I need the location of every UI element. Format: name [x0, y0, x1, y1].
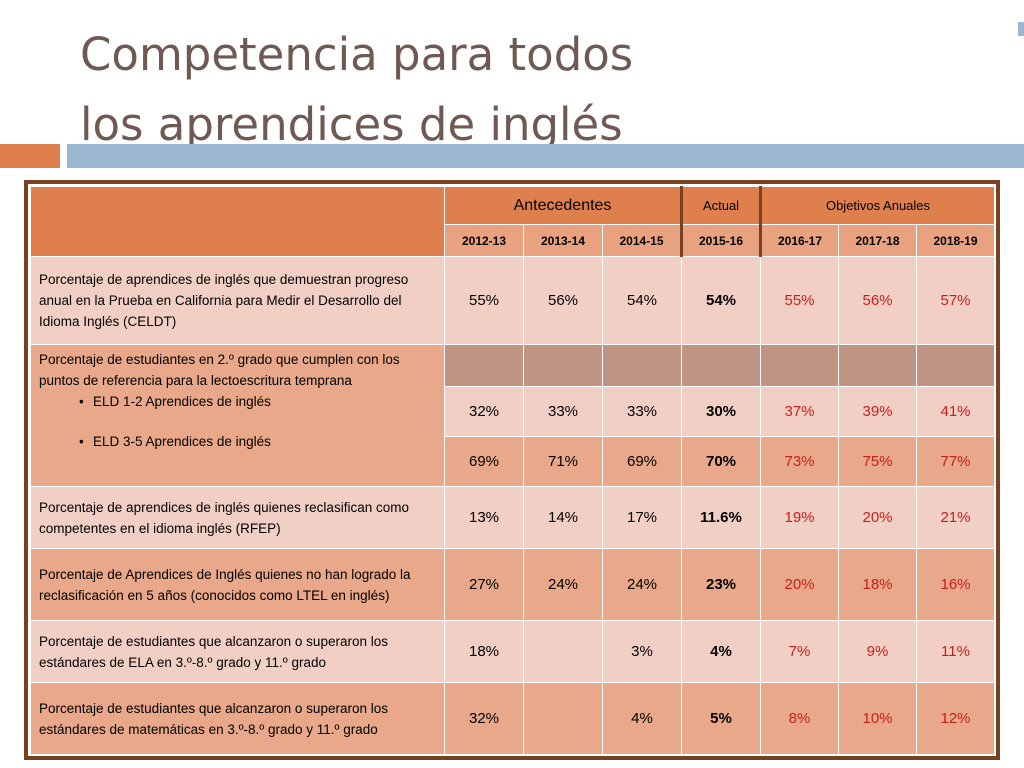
goal-value-cell: 73%	[760, 436, 840, 487]
empty-cell	[916, 344, 996, 387]
row-description: Porcentaje de aprendices de inglés quien…	[30, 486, 445, 549]
goal-value-cell: 8%	[760, 682, 840, 755]
year-header: 2018-19	[916, 224, 996, 257]
header-antecedentes: Antecedentes	[443, 186, 683, 225]
slide-title-line-2: los aprendices de inglés	[80, 98, 623, 151]
empty-cell	[444, 344, 524, 387]
value-cell: 69%	[601, 436, 683, 487]
goal-value-cell: 16%	[916, 548, 996, 621]
empty-cell	[601, 344, 683, 387]
goal-value-cell: 7%	[760, 620, 840, 683]
goal-value-cell: 11%	[916, 620, 996, 683]
empty-cell	[838, 344, 918, 387]
table-row: Porcentaje de estudiantes que alcanzaron…	[30, 682, 996, 755]
goal-value-cell: 20%	[838, 486, 918, 549]
empty-cell	[523, 344, 603, 387]
year-header: 2013-14	[523, 224, 603, 257]
goal-value-cell: 56%	[838, 256, 918, 345]
value-cell: 13%	[444, 486, 524, 549]
value-cell: 3%	[601, 620, 683, 683]
value-cell	[523, 682, 603, 755]
year-header: 2016-17	[759, 224, 840, 257]
slide-title: Competencia para todos los aprendices de…	[80, 20, 633, 160]
actual-value-cell: 70%	[681, 436, 762, 487]
header-objetivos: Objetivos Anuales	[759, 186, 996, 225]
bullet-item: ELD 3-5 Aprendices de inglés	[39, 431, 438, 452]
row-description: Porcentaje de Aprendices de Inglés quien…	[30, 548, 445, 621]
actual-value-cell: 4%	[681, 620, 762, 683]
actual-value-cell: 30%	[681, 386, 762, 437]
goals-table: Antecedentes Actual Objetivos Anuales 20…	[30, 186, 996, 755]
goal-value-cell: 39%	[838, 386, 918, 437]
goal-value-cell: 77%	[916, 436, 996, 487]
value-cell: 32%	[444, 386, 524, 437]
value-cell: 18%	[444, 620, 524, 683]
year-header: 2015-16	[680, 224, 762, 257]
slide-title-line-1: Competencia para todos	[80, 28, 634, 81]
value-cell: 33%	[601, 386, 683, 437]
table-row: Porcentaje de estudiantes en 2.º grado q…	[30, 344, 996, 487]
goal-value-cell: 57%	[916, 256, 996, 345]
table-row: Porcentaje de Aprendices de Inglés quien…	[30, 548, 996, 621]
table-row: 69% 71% 69% 70% 73% 75% 77%	[31, 436, 996, 487]
decorative-orange-bar	[0, 144, 60, 168]
empty-cell	[681, 344, 762, 387]
actual-value-cell: 11.6%	[681, 486, 762, 549]
goal-value-cell: 10%	[838, 682, 918, 755]
value-cell	[523, 620, 603, 683]
year-header: 2017-18	[838, 224, 918, 257]
goal-value-cell: 37%	[760, 386, 840, 437]
goal-value-cell: 12%	[916, 682, 996, 755]
row-description: Porcentaje de estudiantes que alcanzaron…	[30, 620, 445, 683]
row-description: Porcentaje de estudiantes que alcanzaron…	[30, 682, 445, 755]
actual-value-cell: 54%	[681, 256, 762, 345]
value-cell: 56%	[523, 256, 603, 345]
empty-cell	[760, 344, 840, 387]
value-cell: 27%	[444, 548, 524, 621]
value-cell: 69%	[444, 436, 524, 487]
value-cell: 24%	[601, 548, 683, 621]
value-cell: 4%	[601, 682, 683, 755]
goal-value-cell: 9%	[838, 620, 918, 683]
value-cell: 71%	[523, 436, 603, 487]
header-row-years: 2012-13 2013-14 2014-15 2015-16 2016-17 …	[31, 224, 996, 257]
row-description-block: Porcentaje de estudiantes en 2.º grado q…	[30, 344, 445, 487]
value-cell: 24%	[523, 548, 603, 621]
value-cell: 54%	[601, 256, 683, 345]
row-description: Porcentaje de aprendices de inglés que d…	[30, 256, 445, 345]
row-description: Porcentaje de estudiantes en 2.º grado q…	[39, 352, 400, 388]
value-cell: 55%	[444, 256, 524, 345]
header-row-groups: Antecedentes Actual Objetivos Anuales	[30, 186, 996, 257]
actual-value-cell: 23%	[681, 548, 762, 621]
decorative-blue-bar	[67, 144, 1024, 168]
goal-value-cell: 75%	[838, 436, 918, 487]
table-row: Porcentaje de aprendices de inglés quien…	[30, 486, 996, 549]
goal-value-cell: 19%	[760, 486, 840, 549]
value-cell: 32%	[444, 682, 524, 755]
actual-value-cell: 5%	[681, 682, 762, 755]
goal-value-cell: 41%	[916, 386, 996, 437]
value-cell: 17%	[601, 486, 683, 549]
bullet-item: ELD 1-2 Aprendices de inglés	[39, 391, 438, 412]
value-cell: 14%	[523, 486, 603, 549]
header-blank-cell	[30, 186, 445, 257]
header-actual: Actual	[680, 186, 762, 225]
goal-value-cell: 18%	[838, 548, 918, 621]
table-row: Porcentaje de aprendices de inglés que d…	[30, 256, 996, 345]
table-row: Porcentaje de estudiantes que alcanzaron…	[30, 620, 996, 683]
goal-value-cell: 21%	[916, 486, 996, 549]
decorative-corner-mark	[1018, 22, 1024, 36]
year-header: 2014-15	[601, 224, 683, 257]
value-cell: 33%	[523, 386, 603, 437]
goal-value-cell: 55%	[760, 256, 840, 345]
goal-value-cell: 20%	[760, 548, 840, 621]
year-header: 2012-13	[444, 224, 524, 257]
